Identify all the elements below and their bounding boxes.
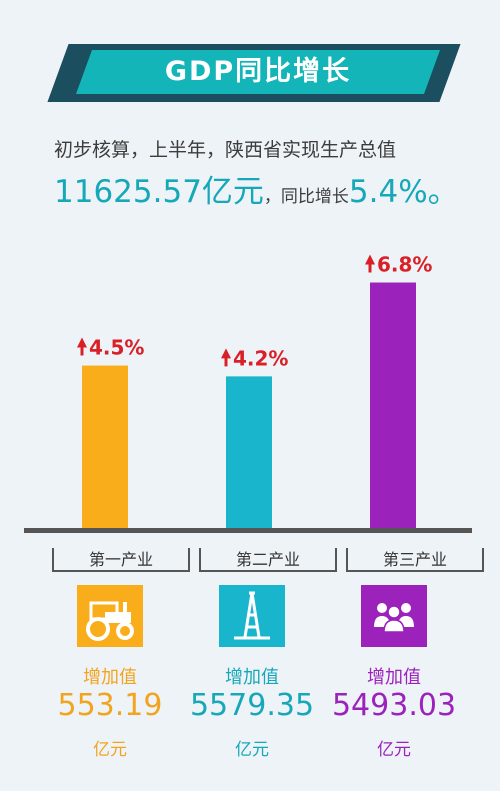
data-label-2: 4.2% xyxy=(233,346,288,370)
unit-primary: 亿元 xyxy=(93,740,127,760)
value-label-tertiary: 增加值 xyxy=(367,667,421,688)
data-label-1: 4.5% xyxy=(89,336,144,360)
tractor-icon xyxy=(77,585,143,647)
data-label-3: 6.8% xyxy=(377,253,432,277)
gdp-growth: 5.4%。 xyxy=(348,174,459,210)
unit-secondary: 亿元 xyxy=(235,740,269,760)
chart-baseline xyxy=(24,528,472,533)
value-secondary: 5579.35 xyxy=(189,688,315,723)
up-arrow-icon xyxy=(221,348,231,367)
intro-text: 初步核算，上半年，陕西省实现生产总值 xyxy=(54,139,397,161)
intro-connector: ，同比增长 xyxy=(263,187,349,207)
up-arrow-icon xyxy=(365,254,375,273)
intro-total-line: 11625.57亿元，同比增长5.4%。 xyxy=(54,166,459,211)
people-group-icon xyxy=(361,585,427,647)
bar-3 xyxy=(370,282,416,528)
industry-label-tertiary: 第三产业 xyxy=(346,548,484,572)
value-primary: 553.19 xyxy=(57,688,163,723)
value-tertiary: 5493.03 xyxy=(331,688,457,723)
oil-derrick-icon xyxy=(219,585,285,647)
unit-tertiary: 亿元 xyxy=(377,740,411,760)
up-arrow-icon xyxy=(77,337,87,356)
bar-2 xyxy=(226,376,272,528)
growth-bar-chart: 4.5% 4.2% 6.8% xyxy=(24,253,472,533)
industry-label-secondary: 第二产业 xyxy=(199,548,337,572)
gdp-total: 11625.57亿元 xyxy=(54,174,264,210)
industry-label-primary: 第一产业 xyxy=(52,548,190,572)
page-title: GDP同比增长 xyxy=(164,56,352,87)
value-label-secondary: 增加值 xyxy=(225,667,279,688)
value-label-primary: 增加值 xyxy=(83,667,137,688)
bar-1 xyxy=(82,365,128,528)
